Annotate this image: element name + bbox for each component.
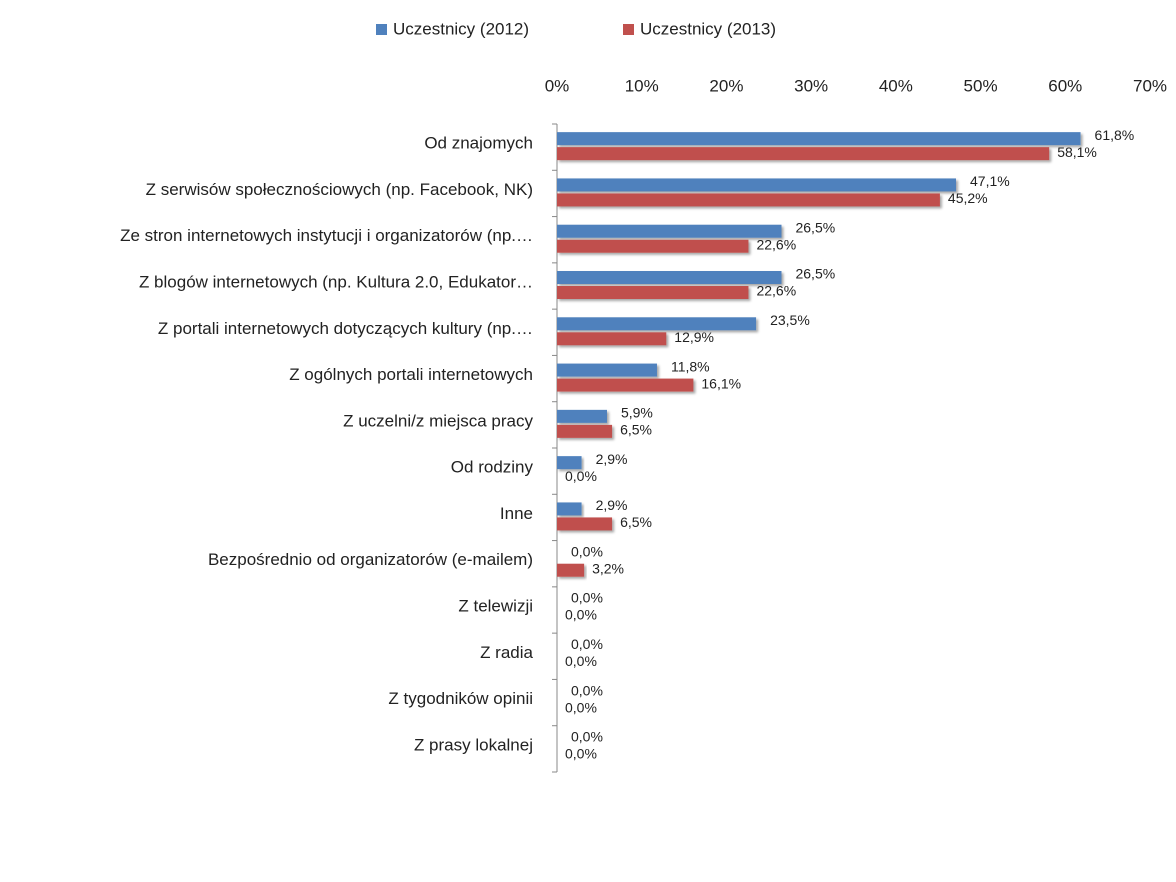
value-label: 0,0% — [565, 699, 597, 715]
bar — [557, 332, 667, 346]
y-tick-label: Bezpośrednio od organizatorów (e-mailem) — [208, 550, 533, 569]
value-label: 5,9% — [621, 405, 653, 421]
y-tick-label: Od rodziny — [451, 458, 534, 477]
value-label: 11,8% — [671, 358, 710, 374]
bar — [557, 239, 749, 253]
value-label: 26,5% — [795, 219, 835, 235]
value-label: 58,1% — [1057, 144, 1097, 160]
legend-label: Uczestnicy (2013) — [640, 19, 776, 38]
legend-swatch — [623, 24, 634, 35]
bar — [557, 132, 1081, 146]
value-label: 26,5% — [795, 266, 835, 282]
x-tick-label: 60% — [1048, 76, 1082, 95]
y-tick-label: Inne — [500, 504, 533, 523]
value-label: 2,9% — [596, 451, 628, 467]
value-label: 23,5% — [770, 312, 810, 328]
x-tick-label: 40% — [879, 76, 913, 95]
value-label: 0,0% — [571, 729, 603, 745]
x-tick-label: 20% — [709, 76, 743, 95]
value-label: 6,5% — [620, 422, 652, 438]
y-tick-label: Z portali internetowych dotyczących kult… — [158, 319, 533, 338]
value-label: 0,0% — [571, 636, 603, 652]
x-tick-label: 0% — [545, 76, 570, 95]
y-tick-label: Z ogólnych portali internetowych — [289, 365, 533, 384]
bar — [557, 563, 585, 577]
value-label: 0,0% — [571, 590, 603, 606]
y-tick-label: Z telewizji — [458, 596, 533, 615]
legend-swatch — [376, 24, 387, 35]
bar — [557, 178, 957, 192]
bar — [557, 456, 582, 470]
x-tick-label: 70% — [1133, 76, 1167, 95]
bar — [557, 224, 782, 238]
bar — [557, 147, 1050, 161]
value-label: 0,0% — [565, 746, 597, 762]
bar — [557, 517, 613, 531]
y-tick-label: Z prasy lokalnej — [414, 735, 533, 754]
value-label: 22,6% — [756, 283, 796, 299]
value-label: 0,0% — [565, 607, 597, 623]
bar — [557, 286, 749, 299]
y-tick-label: Z serwisów społecznościowych (np. Facebo… — [146, 180, 533, 199]
value-label: 16,1% — [701, 375, 741, 391]
legend-label: Uczestnicy (2012) — [393, 19, 529, 38]
value-label: 45,2% — [948, 190, 988, 206]
y-tick-label: Z uczelni/z miejsca pracy — [343, 411, 533, 430]
value-label: 0,0% — [565, 468, 597, 484]
y-tick-label: Z tygodników opinii — [388, 689, 533, 708]
y-tick-label: Ze stron internetowych instytucji i orga… — [120, 226, 533, 245]
value-label: 0,0% — [571, 543, 603, 559]
value-label: 3,2% — [592, 560, 624, 576]
value-label: 0,0% — [571, 682, 603, 698]
x-tick-label: 50% — [964, 76, 998, 95]
value-label: 47,1% — [970, 173, 1010, 189]
x-tick-label: 30% — [794, 76, 828, 95]
bar — [557, 271, 782, 284]
bar — [557, 193, 940, 207]
value-label: 0,0% — [565, 653, 597, 669]
value-label: 2,9% — [596, 497, 628, 513]
value-label: 22,6% — [756, 236, 796, 252]
value-label: 6,5% — [620, 514, 652, 530]
bar — [557, 363, 657, 377]
value-label: 12,9% — [674, 329, 714, 345]
bar — [557, 378, 694, 392]
bar — [557, 409, 607, 423]
bar — [557, 502, 582, 516]
y-tick-label: Z radia — [480, 643, 533, 662]
bar — [557, 424, 613, 438]
y-tick-label: Od znajomych — [424, 134, 533, 153]
x-tick-label: 10% — [625, 76, 659, 95]
value-label: 61,8% — [1095, 127, 1135, 143]
y-tick-label: Z blogów internetowych (np. Kultura 2.0,… — [139, 272, 533, 291]
bar — [557, 317, 757, 331]
